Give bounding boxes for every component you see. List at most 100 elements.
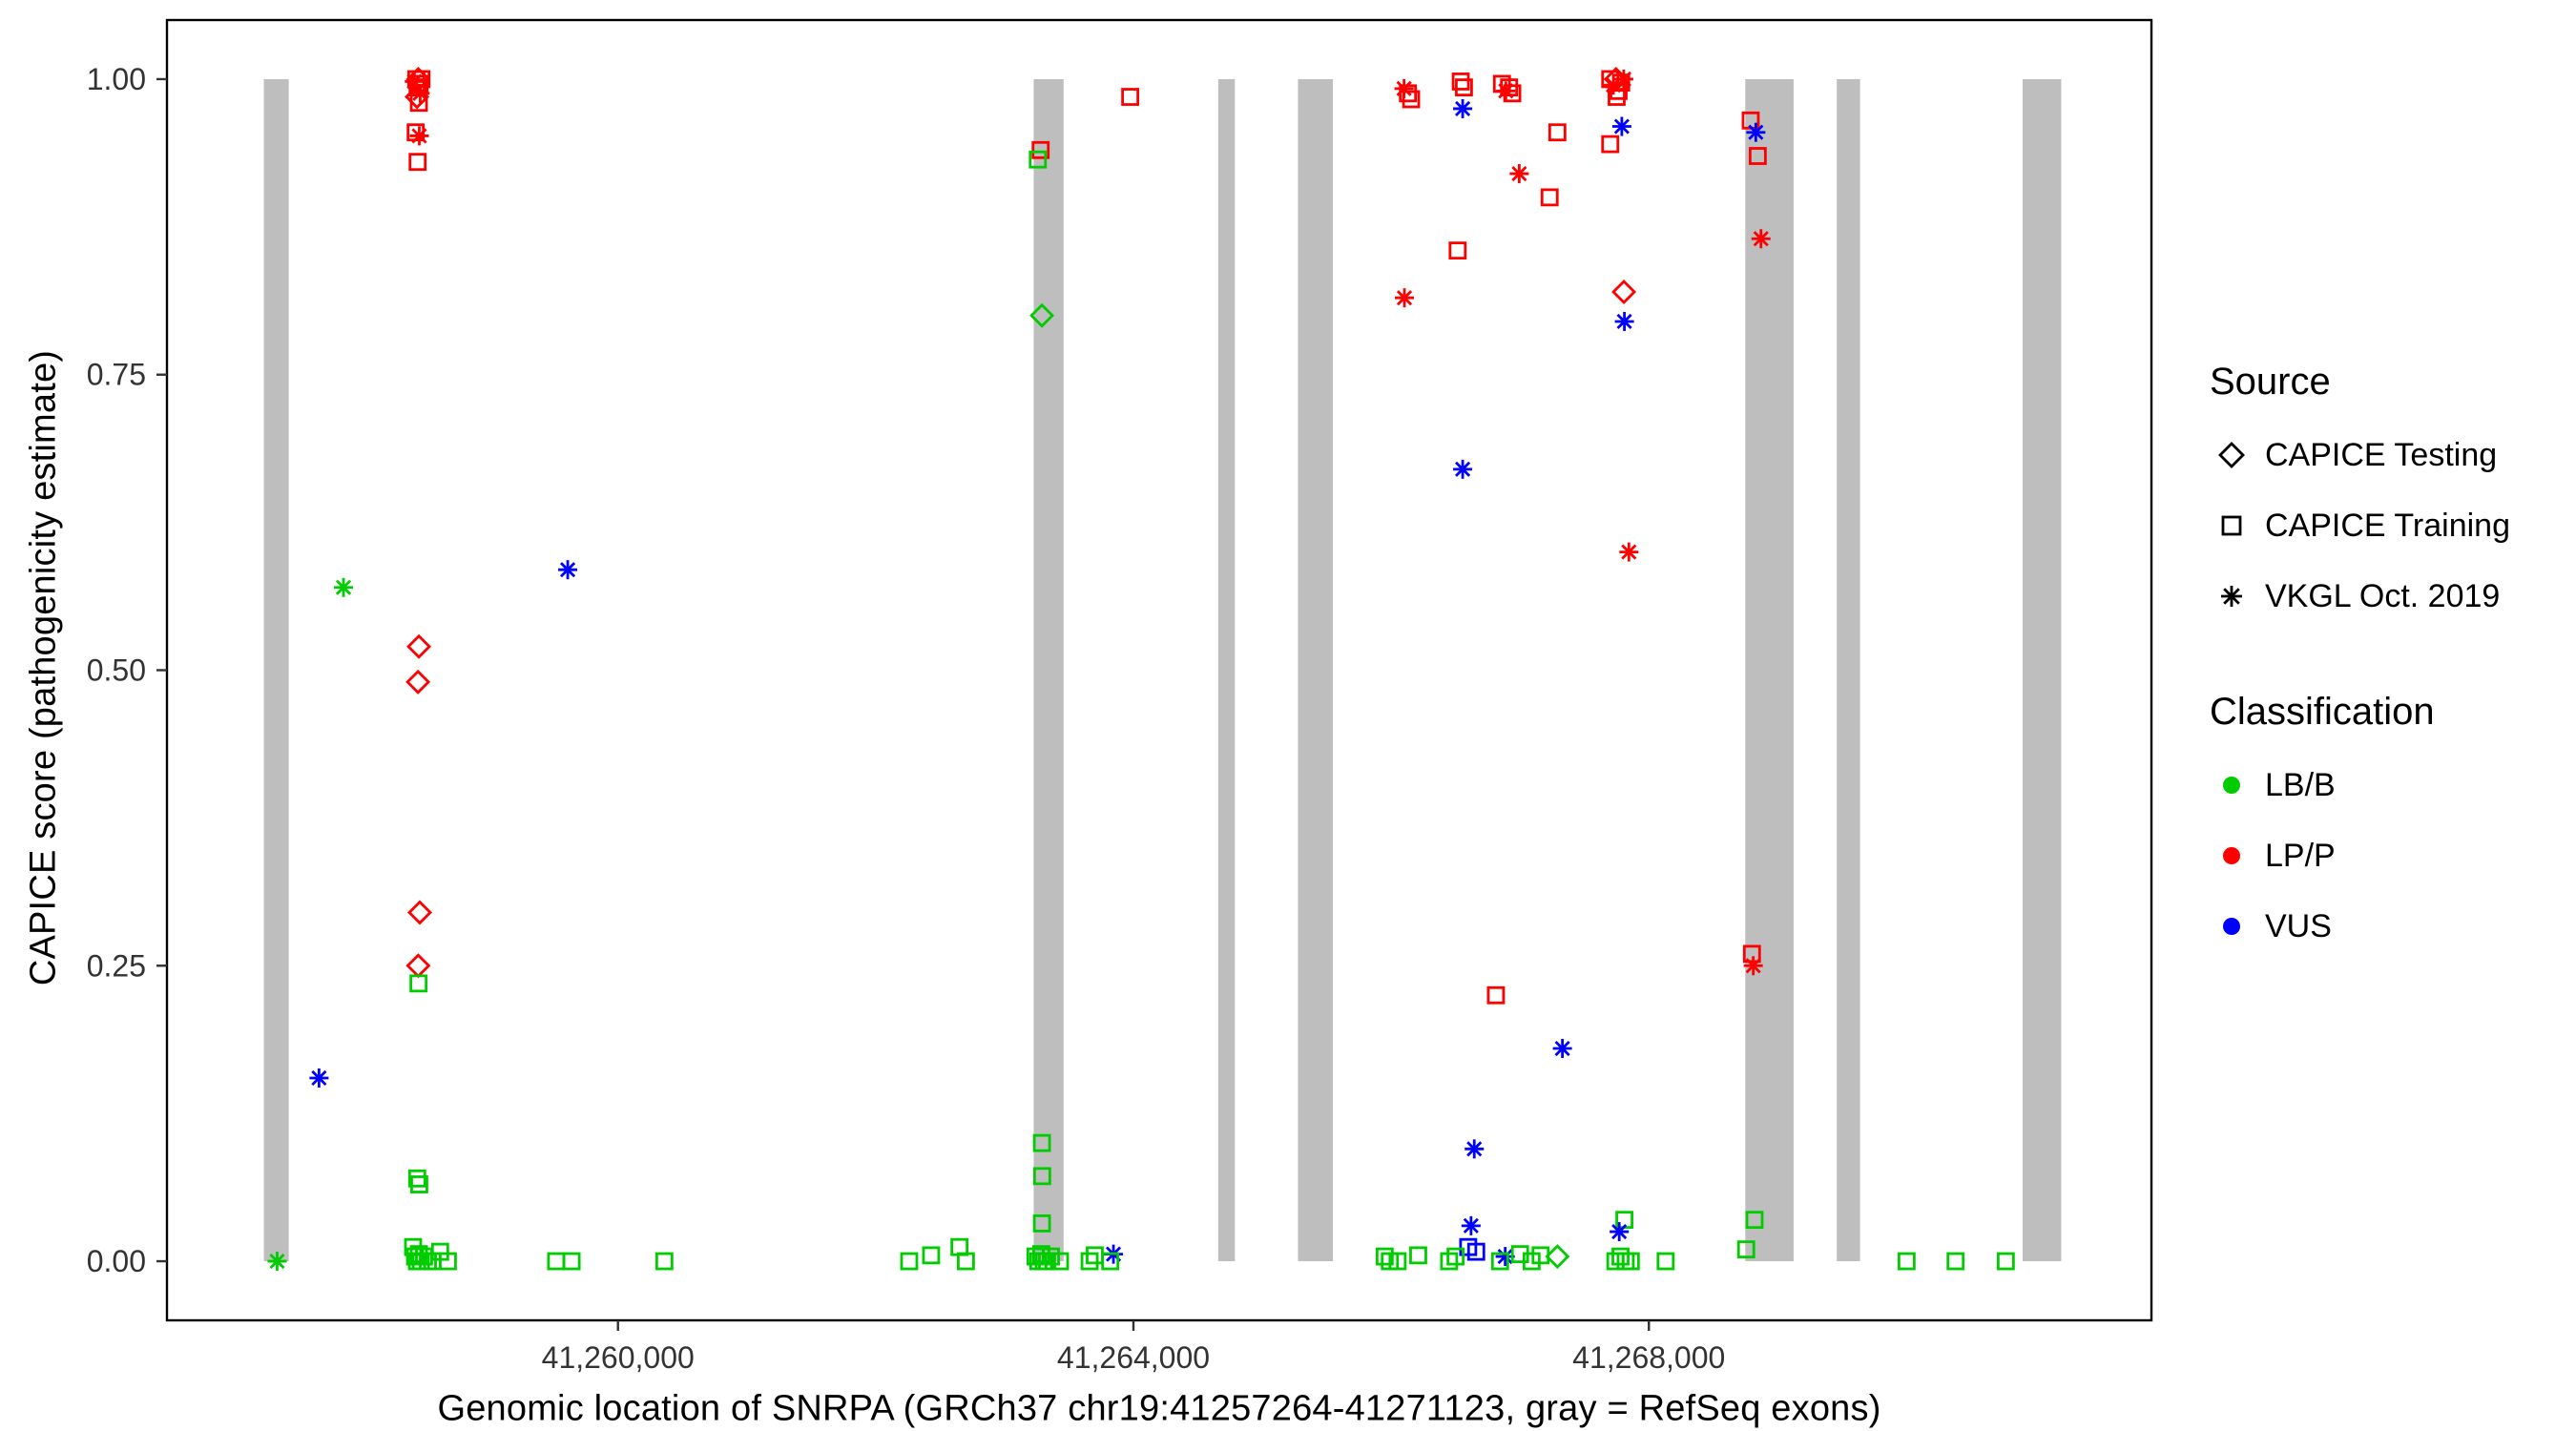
data-point-square	[1500, 78, 1519, 97]
data-point-square	[1611, 1247, 1630, 1266]
refseq-exon-band	[1033, 78, 1064, 1262]
data-point-asterisk	[1461, 1215, 1481, 1235]
data-point-square	[1996, 1252, 2015, 1271]
data-point-square	[1601, 135, 1620, 154]
data-point-asterisk	[334, 577, 354, 597]
data-point-diamond	[1545, 1244, 1570, 1270]
data-point-asterisk	[1743, 956, 1763, 976]
data-point-square	[547, 1252, 566, 1271]
y-tick-label: 0.00	[87, 1244, 146, 1278]
data-point-asterisk	[1509, 164, 1529, 184]
data-point-asterisk	[309, 1068, 329, 1088]
data-point-square	[409, 93, 428, 113]
y-tick-label: 0.25	[87, 948, 146, 983]
data-point-square	[409, 974, 428, 993]
data-point-square	[1032, 1213, 1051, 1233]
legend-item-vkgl-oct-2019: VKGL Oct. 2019	[2210, 561, 2510, 632]
data-point-asterisk	[1751, 229, 1771, 249]
data-point-square	[1375, 1247, 1394, 1266]
data-point-asterisk	[267, 1252, 287, 1272]
refseq-exon-band	[1745, 78, 1794, 1262]
data-point-square	[1031, 140, 1050, 159]
legend-source-title: Source	[2210, 361, 2331, 403]
data-point-square	[900, 1252, 919, 1271]
x-tick-label: 41,264,000	[1057, 1340, 1210, 1375]
data-point-square	[1531, 1246, 1550, 1265]
data-point-asterisk	[1552, 1039, 1572, 1059]
data-point-square	[1032, 1167, 1051, 1186]
data-point-diamond	[406, 633, 432, 659]
dot-icon	[2223, 918, 2240, 935]
legend-item-lp-p-label: LP/P	[2265, 837, 2336, 874]
data-point-asterisk	[409, 126, 429, 146]
data-point-square	[1455, 78, 1473, 97]
data-point-square	[1101, 1252, 1120, 1271]
data-point-square	[1038, 1252, 1056, 1271]
refseq-exon-band	[1298, 78, 1334, 1262]
data-point-square	[1028, 150, 1048, 169]
data-point-square	[1736, 1240, 1755, 1259]
data-point-asterisk	[1611, 116, 1631, 136]
data-point-square	[957, 1252, 975, 1271]
data-point-square	[1745, 1211, 1764, 1230]
refseq-exon-band	[263, 78, 289, 1262]
data-point-diamond	[1029, 302, 1055, 328]
dot-icon	[2223, 847, 2240, 864]
legend-item-lb-b-label: LB/B	[2265, 766, 2336, 803]
x-tick-label: 41,268,000	[1572, 1340, 1725, 1375]
data-point-square	[1548, 123, 1567, 142]
data-point-square	[1121, 88, 1140, 106]
legend-item-vus-label: VUS	[2265, 907, 2332, 944]
data-point-square	[1897, 1252, 1916, 1271]
data-point-square	[1946, 1252, 1965, 1271]
legend-item-capice-testing: CAPICE Testing	[2210, 420, 2510, 490]
diamond-icon	[2218, 442, 2245, 468]
dot-icon	[2223, 777, 2240, 794]
data-point-asterisk	[1746, 122, 1766, 142]
data-point-asterisk	[1495, 1247, 1515, 1267]
data-point-asterisk	[1465, 1139, 1485, 1159]
legend-item-vkgl-oct-2019-label: VKGL Oct. 2019	[2265, 577, 2501, 614]
data-point-square	[1656, 1252, 1675, 1271]
y-tick-label: 0.50	[87, 653, 146, 688]
x-tick-label: 41,260,000	[542, 1340, 695, 1375]
data-point-square	[1616, 1252, 1635, 1271]
legend-group-gap	[2210, 632, 2510, 689]
data-point-diamond	[407, 900, 432, 925]
data-point-square	[1402, 90, 1421, 109]
data-point-square	[1080, 1252, 1099, 1271]
data-point-square	[654, 1252, 674, 1271]
data-point-diamond	[405, 669, 431, 695]
data-point-square	[1540, 188, 1559, 207]
data-point-square	[1486, 985, 1506, 1005]
legend-item-lp-p: LP/P	[2210, 820, 2510, 891]
legend-item-capice-training: CAPICE Training	[2210, 490, 2510, 561]
legend-item-capice-training-label: CAPICE Training	[2265, 507, 2510, 544]
data-point-square	[1466, 1242, 1485, 1261]
y-axis-title: CAPICE score (pathogenicity estimate)	[23, 349, 64, 986]
asterisk-icon	[2221, 586, 2242, 607]
data-point-square	[1490, 1252, 1509, 1271]
y-tick-label: 0.75	[87, 358, 146, 392]
data-point-diamond	[405, 84, 430, 110]
data-point-square	[1503, 84, 1522, 103]
data-point-square	[1446, 1247, 1465, 1266]
refseq-exon-band	[1217, 78, 1236, 1262]
data-point-square	[1050, 1252, 1070, 1271]
data-point-square	[405, 1247, 425, 1266]
data-point-square	[1032, 1133, 1051, 1152]
data-point-square	[1621, 1252, 1640, 1271]
data-point-diamond	[1611, 280, 1637, 304]
y-tick-label: 1.00	[87, 62, 146, 96]
data-point-square	[1451, 73, 1470, 91]
legend-item-capice-testing-label: CAPICE Testing	[2265, 436, 2498, 473]
data-point-asterisk	[1453, 98, 1473, 118]
refseq-exon-band	[2022, 78, 2062, 1262]
data-point-square	[407, 1169, 426, 1188]
data-point-square	[1748, 147, 1767, 165]
data-point-asterisk	[1453, 459, 1473, 479]
data-point-square	[1409, 1246, 1427, 1265]
data-point-square	[1042, 1247, 1060, 1266]
legend-item-vus: VUS	[2210, 891, 2510, 962]
